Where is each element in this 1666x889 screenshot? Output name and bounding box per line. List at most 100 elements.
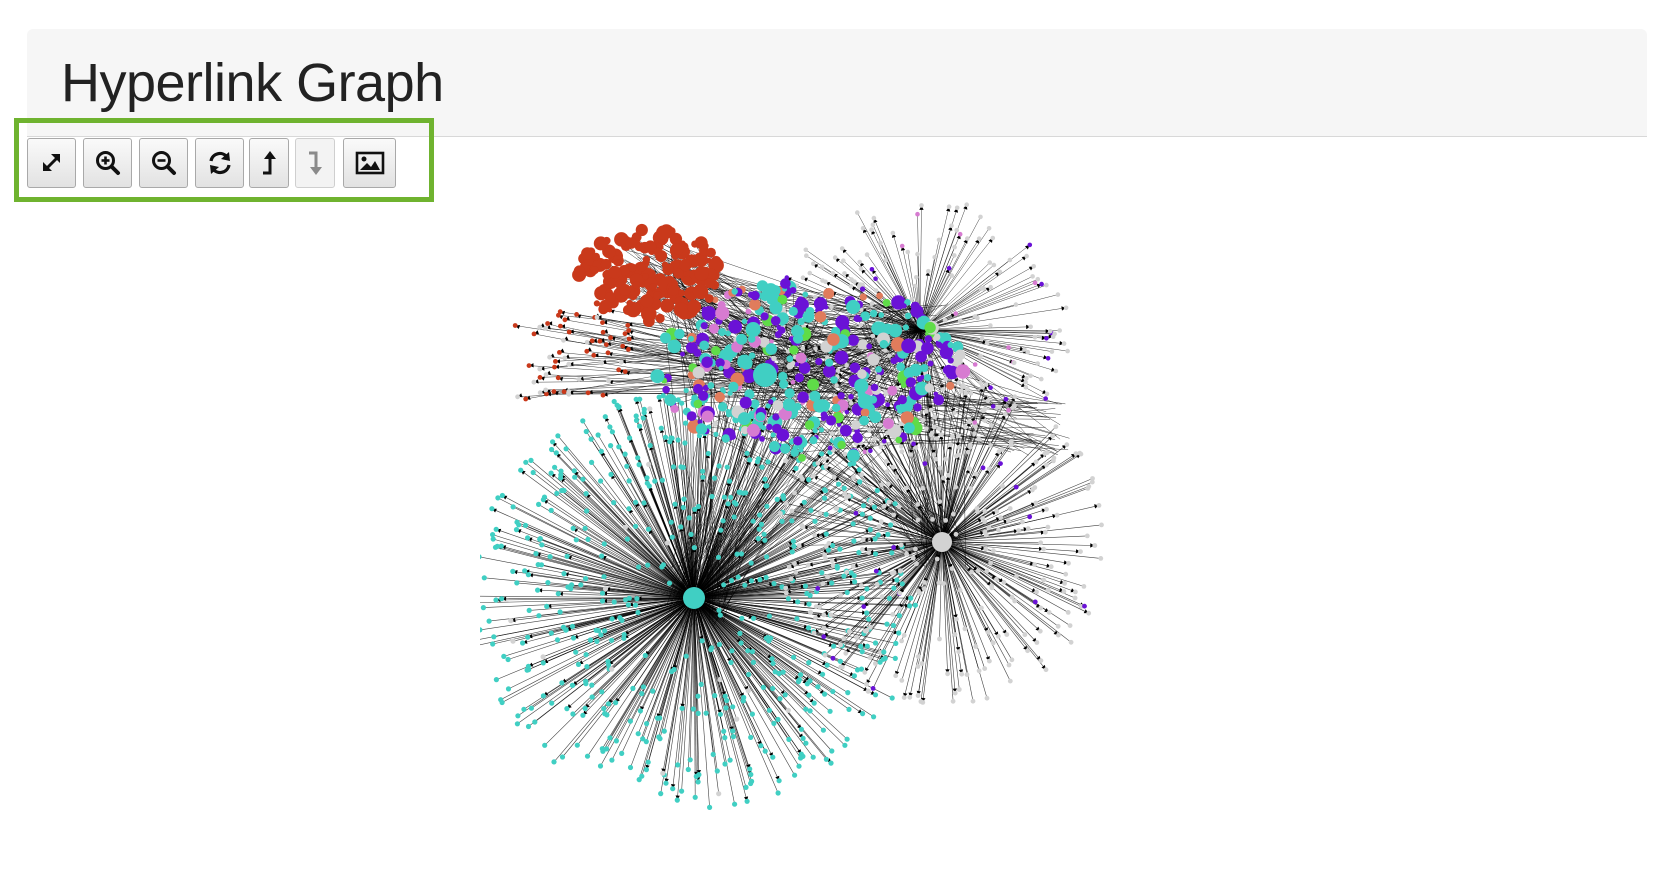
graph-node[interactable] xyxy=(557,350,562,355)
graph-node[interactable] xyxy=(890,464,896,470)
graph-node[interactable] xyxy=(652,478,658,484)
graph-node[interactable] xyxy=(584,348,590,354)
graph-node[interactable] xyxy=(888,522,894,528)
graph-node[interactable] xyxy=(714,391,725,403)
graph-node[interactable] xyxy=(762,537,768,543)
graph-node[interactable] xyxy=(866,343,873,350)
graph-node[interactable] xyxy=(770,660,776,666)
graph-node[interactable] xyxy=(691,240,699,248)
graph-node[interactable] xyxy=(1067,623,1073,628)
graph-node[interactable] xyxy=(494,543,500,549)
graph-node[interactable] xyxy=(678,524,684,530)
graph-node[interactable] xyxy=(897,606,902,611)
graph-node[interactable] xyxy=(779,584,785,590)
graph-node[interactable] xyxy=(552,364,557,370)
graph-node[interactable] xyxy=(889,570,895,576)
graph-node[interactable] xyxy=(849,400,854,406)
graph-node[interactable] xyxy=(728,319,743,334)
graph-node[interactable] xyxy=(911,441,916,447)
graph-node[interactable] xyxy=(618,265,630,276)
graph-node[interactable] xyxy=(878,444,884,450)
graph-node[interactable] xyxy=(766,423,773,431)
graph-node[interactable] xyxy=(789,282,796,288)
graph-node[interactable] xyxy=(726,478,733,484)
graph-node[interactable] xyxy=(738,640,744,646)
graph-node[interactable] xyxy=(493,677,499,683)
graph-node[interactable] xyxy=(531,331,537,337)
graph-node[interactable] xyxy=(884,621,890,627)
graph-node[interactable] xyxy=(922,580,927,585)
graph-node[interactable] xyxy=(858,583,864,588)
graph-node[interactable] xyxy=(562,355,568,361)
graph-node[interactable] xyxy=(765,343,778,355)
graph-node[interactable] xyxy=(924,426,929,431)
graph-node[interactable] xyxy=(626,336,632,342)
graph-node[interactable] xyxy=(635,731,641,737)
graph-node[interactable] xyxy=(637,708,643,714)
graph-node[interactable] xyxy=(1045,587,1051,593)
graph-node[interactable] xyxy=(599,553,605,559)
graph-node[interactable] xyxy=(543,387,549,393)
graph-node[interactable] xyxy=(1063,571,1069,577)
graph-node[interactable] xyxy=(660,770,666,776)
graph-node[interactable] xyxy=(891,545,896,550)
graph-node[interactable] xyxy=(717,612,723,618)
graph-node[interactable] xyxy=(830,376,838,384)
graph-node[interactable] xyxy=(726,412,732,418)
graph-node[interactable] xyxy=(894,474,900,480)
graph-node[interactable] xyxy=(739,396,752,409)
graph-node[interactable] xyxy=(668,519,674,525)
graph-node[interactable] xyxy=(537,366,543,372)
graph-node[interactable] xyxy=(737,630,743,636)
graph-node[interactable] xyxy=(1082,603,1087,609)
graph-node[interactable] xyxy=(932,255,937,260)
graph-node[interactable] xyxy=(520,640,526,646)
graph-node[interactable] xyxy=(508,618,514,624)
graph-node[interactable] xyxy=(899,678,905,683)
graph-node[interactable] xyxy=(743,490,749,496)
graph-node[interactable] xyxy=(954,227,959,233)
graph-node[interactable] xyxy=(687,299,702,314)
graph-node[interactable] xyxy=(1045,356,1051,361)
graph-node[interactable] xyxy=(748,560,754,566)
graph-node[interactable] xyxy=(790,448,799,457)
graph-node[interactable] xyxy=(820,415,827,422)
graph-node[interactable] xyxy=(647,442,653,449)
graph-node[interactable] xyxy=(635,455,641,461)
graph-node[interactable] xyxy=(729,577,735,584)
graph-node[interactable] xyxy=(1004,632,1010,637)
graph-node[interactable] xyxy=(806,601,812,607)
graph-node[interactable] xyxy=(1045,524,1051,530)
graph-node[interactable] xyxy=(599,598,606,604)
graph-node[interactable] xyxy=(523,459,529,465)
graph-node[interactable] xyxy=(695,710,701,717)
graph-node[interactable] xyxy=(740,426,750,435)
graph-node[interactable] xyxy=(956,433,961,439)
graph-node[interactable] xyxy=(825,355,830,360)
graph-node[interactable] xyxy=(700,474,706,480)
graph-node[interactable] xyxy=(818,427,825,433)
graph-node[interactable] xyxy=(661,305,668,312)
graph-node[interactable] xyxy=(952,410,957,415)
graph-node[interactable] xyxy=(885,402,890,408)
graph-node[interactable] xyxy=(561,337,566,343)
graph-node[interactable] xyxy=(505,686,512,692)
graph-node[interactable] xyxy=(867,353,880,366)
graph-node[interactable] xyxy=(953,531,959,537)
graph-node[interactable] xyxy=(758,743,764,749)
graph-node[interactable] xyxy=(873,568,879,574)
graph-node[interactable] xyxy=(900,411,914,425)
graph-node[interactable] xyxy=(1098,556,1104,561)
graph-node[interactable] xyxy=(949,273,955,278)
graph-node[interactable] xyxy=(528,457,534,463)
graph-node[interactable] xyxy=(721,728,727,734)
graph-node[interactable] xyxy=(528,705,534,711)
graph-node[interactable] xyxy=(543,372,549,377)
graph-node[interactable] xyxy=(803,706,809,712)
graph-node[interactable] xyxy=(990,235,996,241)
graph-node[interactable] xyxy=(644,240,657,252)
graph-node[interactable] xyxy=(1084,533,1090,539)
graph-node[interactable] xyxy=(847,629,852,634)
graph-node[interactable] xyxy=(852,432,863,444)
graph-node[interactable] xyxy=(624,536,630,542)
